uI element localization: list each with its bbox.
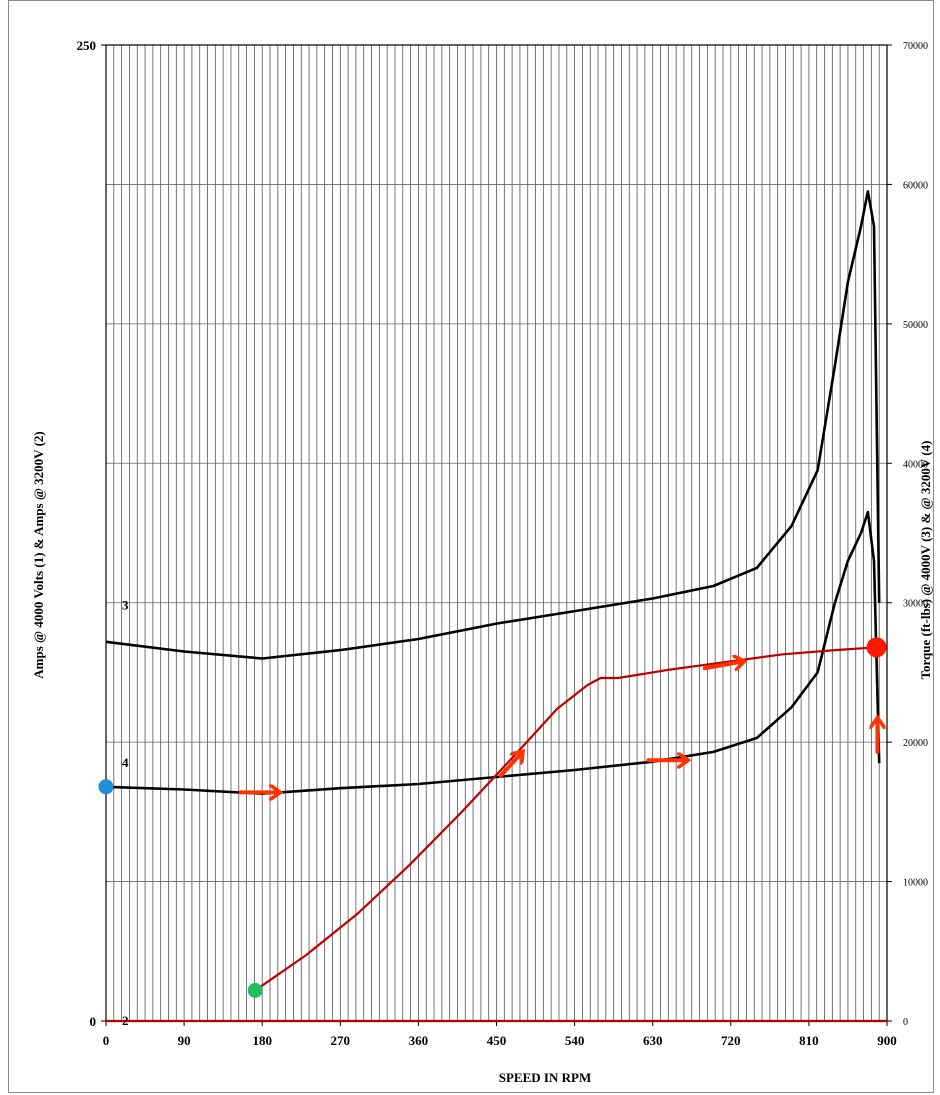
x-tick-label: 720 [721, 1033, 741, 1048]
x-tick-label: 0 [103, 1033, 110, 1048]
y-axis-right-label: Torque (ft-lbs) @ 4000V (3) & @ 3200V (4… [918, 441, 933, 680]
y-left-tick-label: 0 [90, 1014, 97, 1029]
x-tick-label: 360 [409, 1033, 429, 1048]
chart-frame [8, 0, 934, 1093]
y-right-tick-label: 50000 [903, 320, 928, 331]
y-right-tick-label: 60000 [903, 180, 928, 191]
y-right-tick-label: 70000 [903, 41, 928, 52]
y-left-tick-label: 250 [77, 38, 97, 53]
series-line-load-path [254, 646, 877, 992]
y-right-tick-label: 40000 [903, 459, 928, 470]
series-line-3 [105, 190, 881, 660]
series-label-2: 2 [122, 1013, 129, 1028]
series-label-3: 3 [122, 598, 129, 613]
y-axis-left-label: Amps @ 4000 Volts (1) & Amps @ 3200V (2) [31, 431, 46, 679]
series-label-4: 4 [122, 755, 129, 770]
arrow-load-upper [702, 661, 744, 668]
operating-point-marker [866, 637, 887, 658]
x-axis-label: SPEED IN RPM [499, 1070, 591, 1085]
x-tick-label: 180 [252, 1033, 272, 1048]
grid [106, 45, 887, 1021]
series-group [105, 190, 887, 1023]
x-tick-label: 540 [565, 1033, 585, 1048]
arrow-load-rise [498, 752, 523, 778]
series-line-4 [105, 510, 881, 796]
x-tick-label: 810 [799, 1033, 819, 1048]
x-tick-label: 900 [877, 1033, 897, 1048]
start-point-load-marker [247, 982, 263, 998]
annotations [98, 637, 887, 998]
y-right-tick-label: 0 [903, 1017, 908, 1028]
x-tick-label: 450 [487, 1033, 507, 1048]
labels: SPEED IN RPM Amps @ 4000 Volts (1) & Amp… [31, 38, 933, 1085]
x-tick-label: 90 [178, 1033, 191, 1048]
y-right-tick-label: 10000 [903, 878, 928, 889]
x-tick-label: 270 [331, 1033, 351, 1048]
start-point-torque-marker [98, 779, 114, 795]
x-tick-label: 630 [643, 1033, 663, 1048]
y-right-tick-label: 30000 [903, 599, 928, 610]
y-right-tick-label: 20000 [903, 738, 928, 749]
